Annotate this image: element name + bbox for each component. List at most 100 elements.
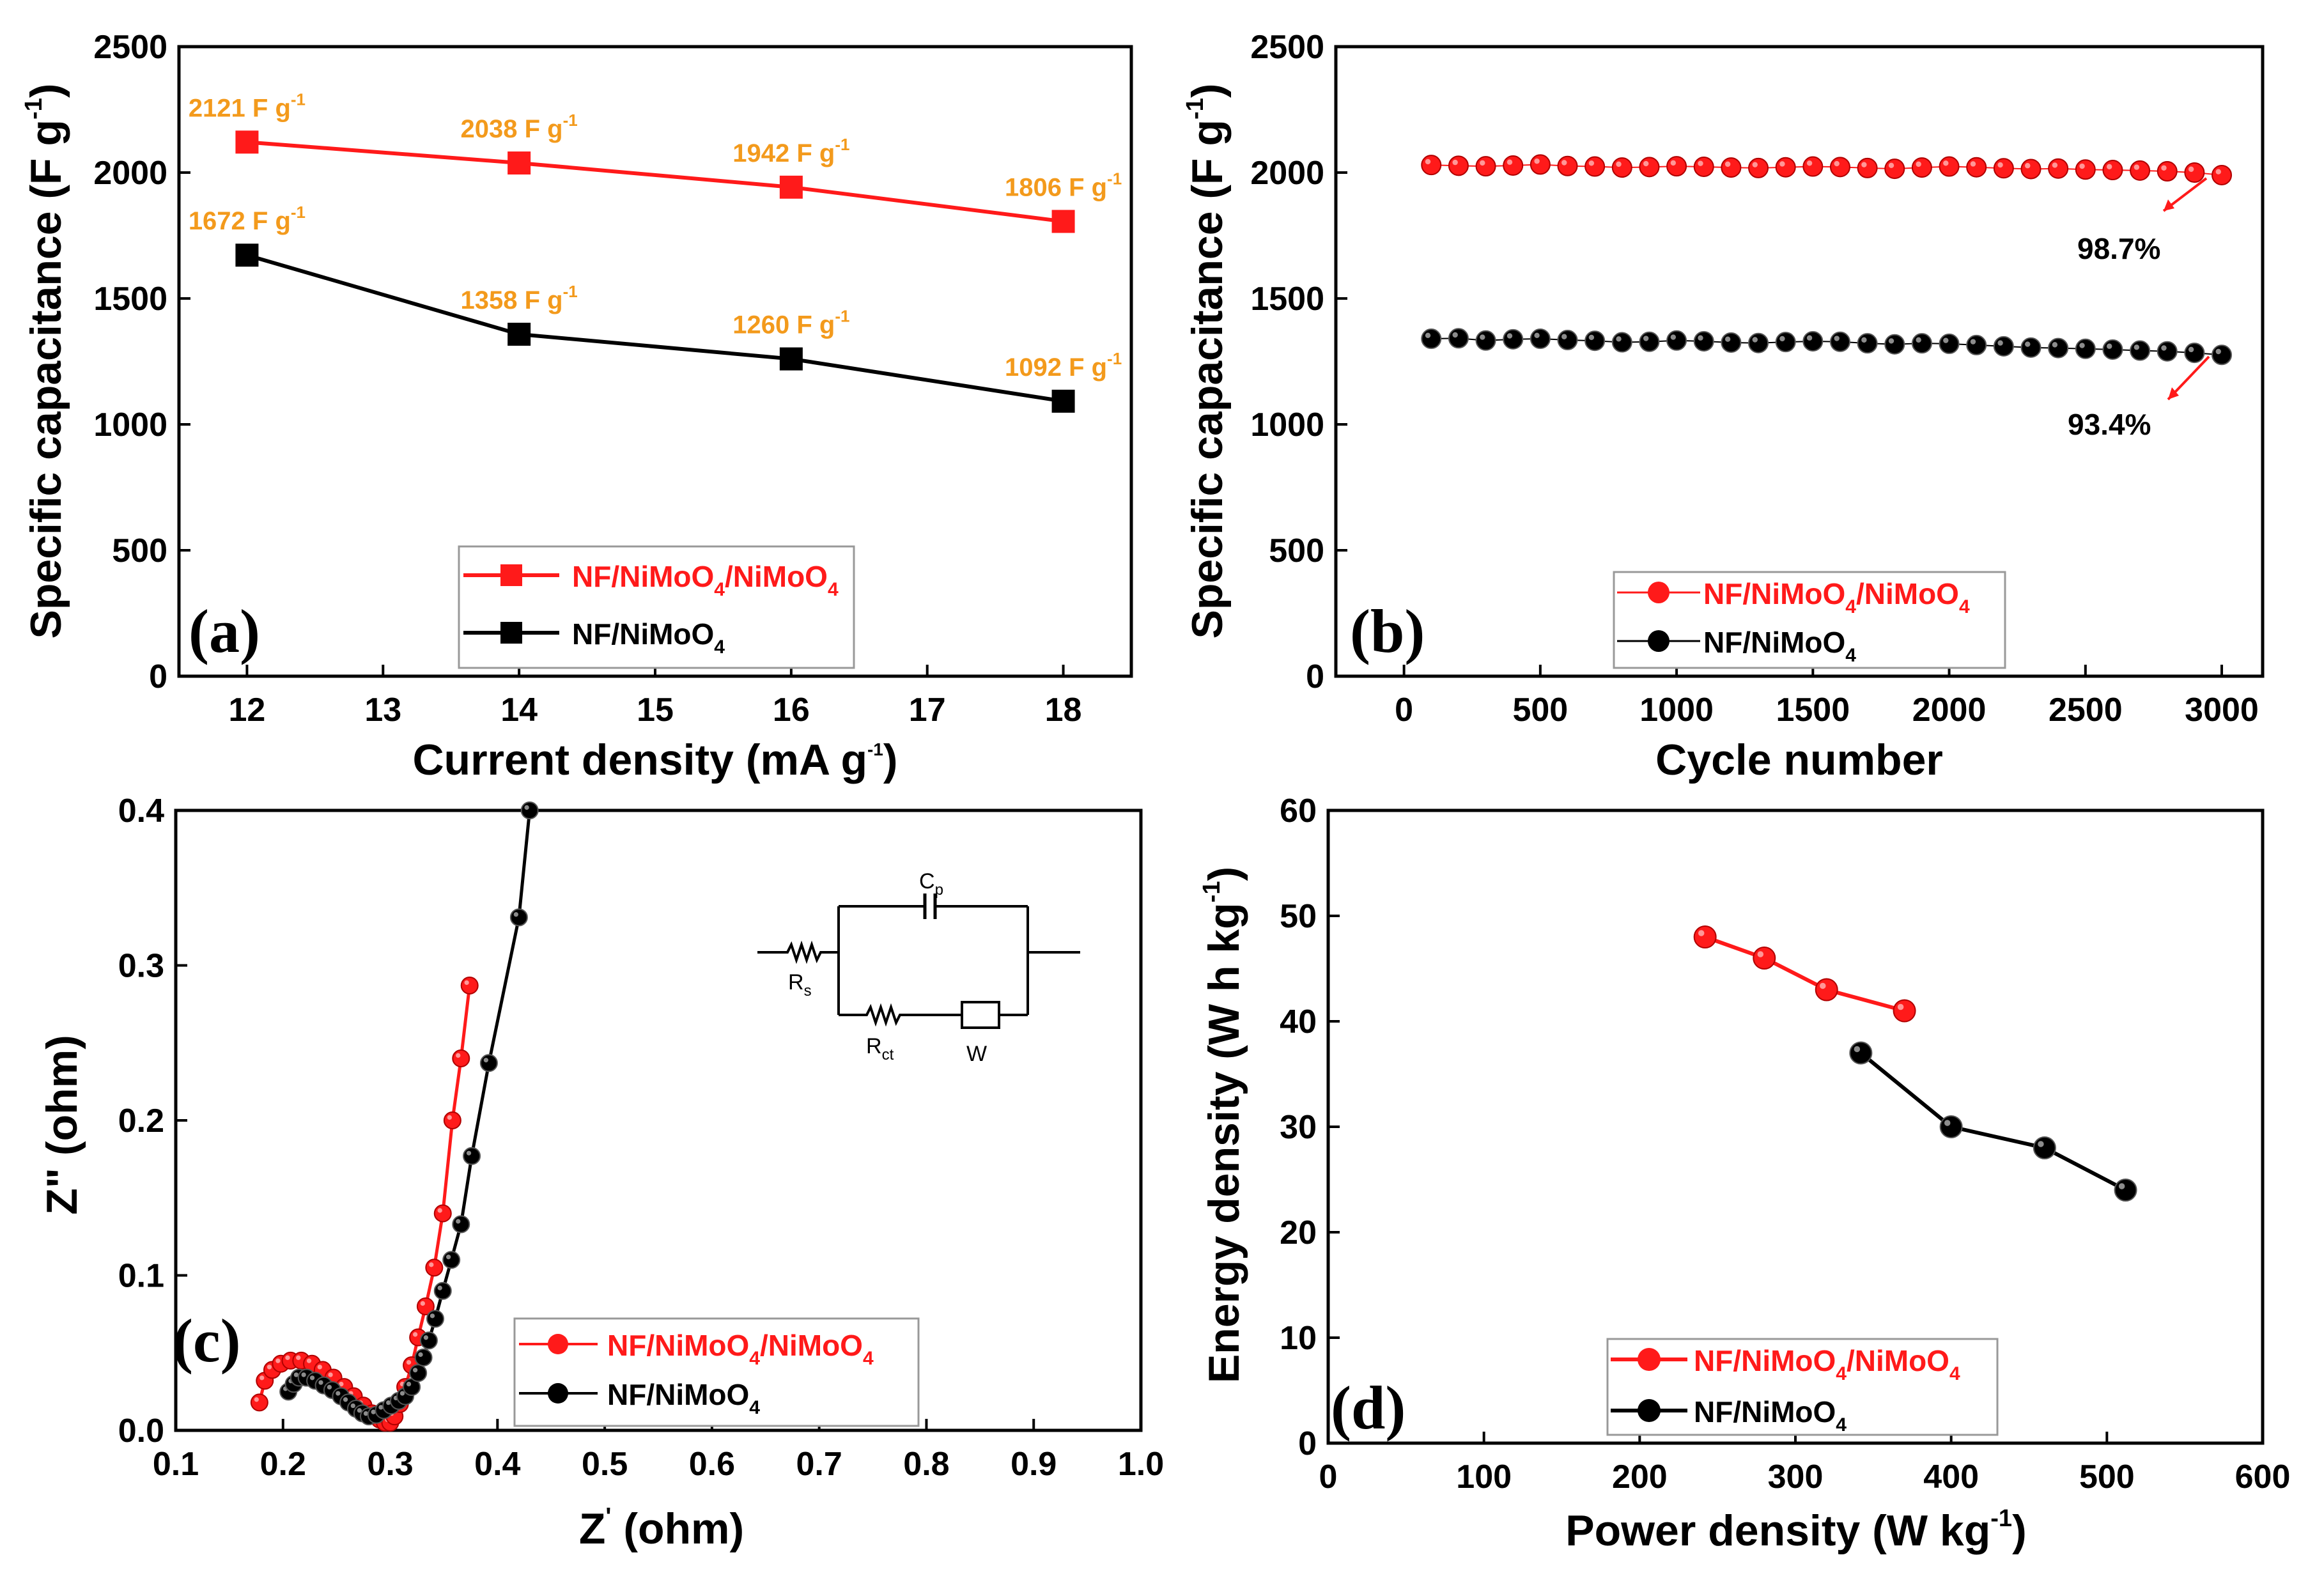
panel-b-series-black-point-highlight [2052, 342, 2058, 348]
panel-b-xtick-label: 2500 [2049, 692, 2123, 729]
panel-b: 0 500 1000 1500 2000 2500 3000 0 500 1000 1500 2000… [1182, 29, 2265, 784]
panel-b-series-black-point [1939, 333, 1960, 354]
panel-b-series-black-point-highlight [1534, 332, 1540, 338]
panel-d-series-black-point [1849, 1041, 1873, 1065]
panel-b-series-black-point [1721, 332, 1742, 353]
panel-b-series-black-point [1557, 330, 1578, 351]
panel-a-series-red-data-label: 1942 F g-1 [732, 135, 849, 167]
panel-d-series-black-point-highlight [2038, 1141, 2044, 1147]
panel-b-series-black-point-highlight [1616, 336, 1622, 342]
panel-c-legend: NF/NiMoO4/NiMoO4 NF/NiMoO4 [513, 1317, 920, 1427]
panel-c-series-black-point-highlight [318, 1380, 323, 1385]
panel-a-series-black-point [507, 322, 531, 346]
panel-a-xtick-label: 14 [500, 692, 538, 729]
panel-b-series-red-point [1993, 158, 2014, 179]
panel-b-legend-marker-black [1648, 630, 1669, 652]
panel-b-series-black-point [1748, 332, 1769, 353]
panel-d-ytick-label: 50 [1280, 898, 1317, 935]
panel-d-series-black-line [1859, 1051, 2126, 1192]
panel-b-series-black-point [2048, 337, 2069, 359]
panel-d-series-red-line [1704, 935, 1905, 1013]
circuit-label-rs: Rs [788, 970, 812, 1000]
panel-a-series-black-point [1051, 389, 1075, 413]
panel-b-series-red-point-highlight [1534, 158, 1540, 164]
panel-c-series-black-point [442, 1251, 461, 1269]
panel-c-series-black-point-highlight [466, 1150, 472, 1156]
panel-a-legend-marker-red [500, 564, 522, 586]
panel-b-series-black-point-highlight [1861, 337, 1867, 343]
panel-b-series-red-point-highlight [1561, 160, 1567, 166]
retention-arrow-black-head [2168, 387, 2179, 399]
panel-b-series-red-point-highlight [1888, 162, 1894, 169]
panel-b-series-black-point-highlight [1779, 336, 1785, 342]
panel-d-series-black-point [2114, 1179, 2137, 1202]
panel-d-series-red-point-highlight [1897, 1003, 1904, 1010]
panel-b-legend-marker-red [1648, 582, 1669, 603]
panel-b-series-red-point-highlight [1698, 160, 1703, 166]
panel-d-ytick-label: 40 [1280, 1003, 1317, 1040]
panel-d-legend-box [1606, 1338, 1999, 1436]
panel-b-series-red-point [2212, 164, 2233, 185]
panel-d-legend-marker-black [1638, 1399, 1661, 1422]
panel-c-series-black-point-highlight [406, 1381, 412, 1387]
panel-a-ytick-label: 0 [149, 658, 167, 695]
panel-c-series-black-point-highlight [293, 1372, 299, 1377]
panel-b-series-red-point [1721, 157, 1742, 178]
panel-d-series-red-point [1893, 999, 1916, 1023]
panel-b-xtick-label: 3000 [2185, 692, 2259, 729]
panel-b-series-black-point [1584, 330, 1606, 352]
panel-c-series-black-point [452, 1215, 470, 1234]
panel-d-series-red-point-highlight [1757, 951, 1764, 957]
panel-c-series-black-point-highlight [363, 1411, 369, 1416]
panel-a-legend-box [458, 545, 855, 669]
panel-a: 12 13 14 15 16 17 18 0 500 1000 1500 2000 2500 2121 … [20, 29, 1133, 784]
panel-a-ytick-label: 1500 [93, 281, 167, 318]
circuit-resistor-rs [757, 940, 839, 964]
panel-b-series-red-point [1421, 155, 1442, 176]
panel-c-xtick-label: 1.0 [1118, 1446, 1164, 1483]
panel-b-series-black-point [1993, 336, 2014, 357]
panel-c-series-red-point-highlight [456, 1053, 461, 1058]
panel-c-series-red-point-highlight [267, 1365, 272, 1370]
panel-c-series-black-point-highlight [483, 1058, 489, 1063]
panel-c-xtick-label: 0.2 [260, 1446, 306, 1483]
panel-d-legend-label-black: NF/NiMoO4 [1694, 1395, 1847, 1435]
panel-c-series-black-point-highlight [386, 1400, 391, 1405]
panel-b-series-red-point [1857, 157, 1878, 178]
panel-b-series-black-point-highlight [2025, 341, 2031, 347]
panel-b-series-black-point-highlight [1997, 340, 2003, 346]
panel-a-series-black-data-label: 1260 F g-1 [732, 307, 849, 339]
panel-a-series-red-point [235, 130, 259, 154]
panel-b-series-black-point [1530, 329, 1551, 350]
panel-c-xlabel: Z' (ohm) [579, 1503, 744, 1553]
panel-b-series-black-point-highlight [1834, 336, 1840, 341]
panel-c-series-red-point-highlight [339, 1381, 344, 1387]
panel-d: 0 100 200 300 400 500 600 0 10 20 30 40 50 60 Power d… [1198, 793, 2290, 1555]
panel-c-series-red-point-highlight [429, 1262, 434, 1267]
panel-b-series-red-point-highlight [2025, 163, 2031, 169]
panel-a-legend: NF/NiMoO4/NiMoO4 NF/NiMoO4 [458, 545, 855, 669]
panel-a-xtick-label: 17 [909, 692, 946, 729]
panel-d-xtick-label: 0 [1319, 1458, 1338, 1496]
panel-d-series-red-point-highlight [1820, 982, 1826, 989]
panel-c-legend-marker-red [548, 1334, 568, 1354]
panel-a-xtick-label: 12 [229, 692, 266, 729]
panel-b-series-red-point [1639, 157, 1660, 178]
panel-d-ylabel: Energy density (W h kg-1) [1198, 867, 1248, 1383]
circuit-wires [837, 905, 1080, 1015]
panel-c-series-red-point-highlight [306, 1358, 312, 1363]
panel-c-legend-label-red: NF/NiMoO4/NiMoO4 [607, 1329, 874, 1369]
panel-c-series-black-point-highlight [430, 1313, 435, 1319]
panel-b-series-red-point-highlight [1724, 161, 1731, 167]
panel-b-series-red-point-highlight [1779, 161, 1785, 167]
panel-b-series-black-point-highlight [1724, 336, 1731, 342]
panel-b-series-black-point-highlight [1752, 337, 1758, 343]
panel-b-series-black-point-highlight [2161, 345, 2167, 351]
panel-b-series-black-point [2075, 338, 2096, 359]
panel-c-series-black-point [414, 1349, 433, 1367]
panel-c-series-black-point [419, 1331, 438, 1350]
panel-b-series-red-point [2184, 162, 2205, 183]
panel-c-ytick-label: 0.1 [118, 1258, 164, 1295]
panel-b-series-red-point [2157, 161, 2178, 182]
panel-b-series-red-point [1748, 157, 1769, 178]
